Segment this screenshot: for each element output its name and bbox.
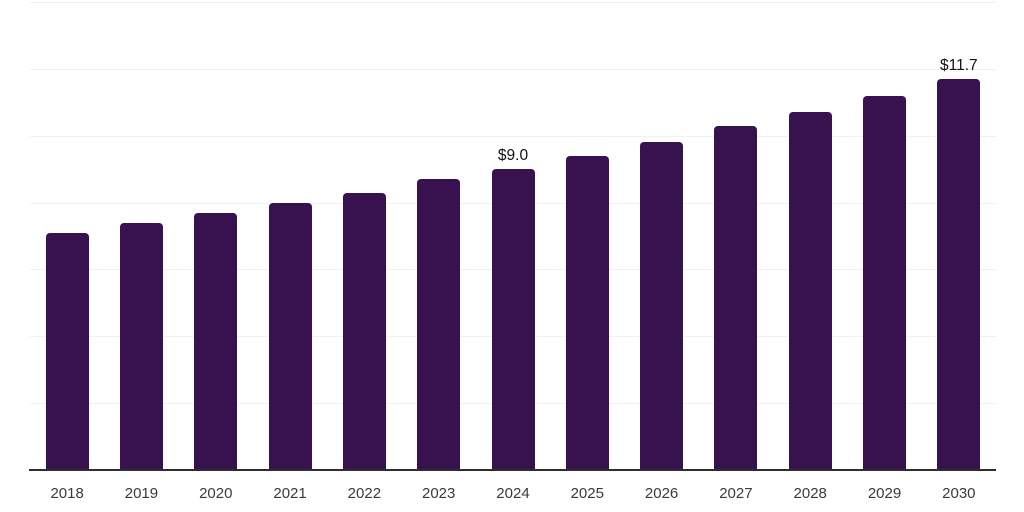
bar-2028 <box>788 112 832 470</box>
x-tick-2019: 2019 <box>124 485 159 502</box>
gridline-12 <box>30 68 996 70</box>
gridline-10 <box>30 135 996 137</box>
x-tick-2021: 2021 <box>273 485 307 502</box>
x-tick-2022: 2022 <box>347 485 382 502</box>
bar-2021 <box>268 202 312 470</box>
bar-2029 <box>863 95 907 470</box>
bar-2018 <box>45 232 89 470</box>
x-tick-2030: 2030 <box>942 485 976 502</box>
value-label-2030: $11.7 <box>940 56 978 74</box>
x-tick-2025: 2025 <box>570 485 604 502</box>
bar-2026 <box>640 142 684 470</box>
bar-2024 <box>491 169 535 470</box>
bar-2023 <box>417 179 461 470</box>
value-label-2024: $9.0 <box>497 147 529 165</box>
x-tick-2026: 2026 <box>644 485 679 502</box>
gridline-14 <box>30 2 996 3</box>
x-tick-2023: 2023 <box>421 485 456 502</box>
x-tick-2029: 2029 <box>867 485 902 502</box>
x-tick-2018: 2018 <box>50 485 84 502</box>
x-axis-line <box>29 468 996 471</box>
x-tick-2027: 2027 <box>719 485 753 502</box>
bar-2025 <box>565 155 609 470</box>
bar-2030 <box>937 78 981 470</box>
bar-2027 <box>714 125 758 470</box>
x-tick-2020: 2020 <box>199 485 233 502</box>
bar-2020 <box>194 212 238 470</box>
bar-2022 <box>342 192 386 470</box>
bar-2019 <box>119 222 163 470</box>
x-tick-2024: 2024 <box>496 485 530 502</box>
x-tick-2028: 2028 <box>793 485 827 502</box>
